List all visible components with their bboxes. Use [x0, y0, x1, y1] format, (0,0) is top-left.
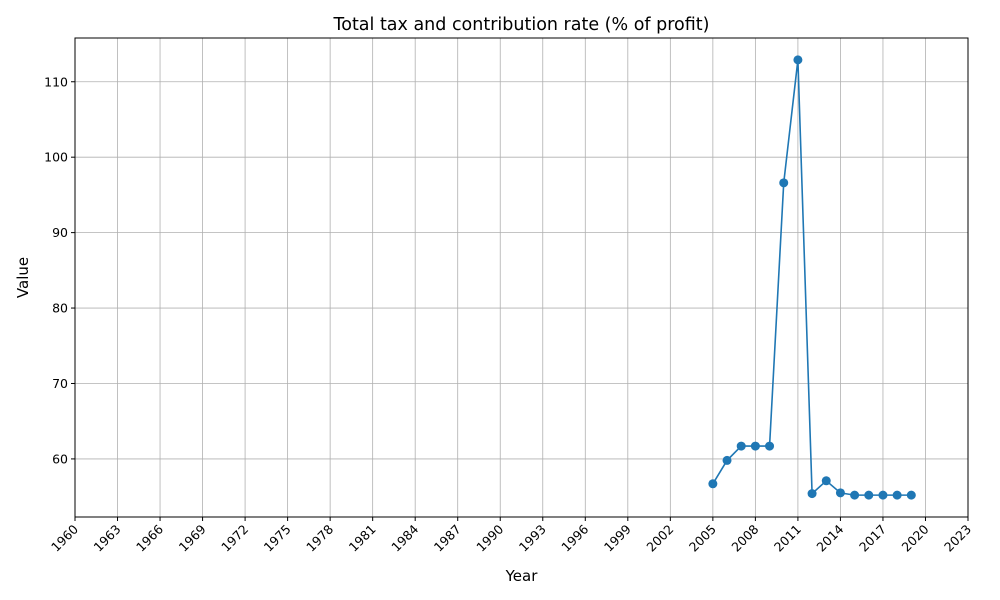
y-tick-label: 110: [44, 74, 68, 89]
data-point: [892, 490, 902, 500]
data-point: [779, 178, 789, 188]
x-tick-label: 2014: [813, 521, 846, 554]
y-tick-label: 80: [52, 301, 68, 316]
data-point: [807, 489, 817, 499]
x-tick-label: 1996: [558, 521, 591, 554]
x-tick-label: 1972: [218, 522, 251, 555]
x-tick-label: 1963: [91, 522, 124, 555]
data-point: [864, 490, 874, 500]
y-tick-label: 70: [52, 376, 68, 391]
y-tick-label: 90: [52, 225, 68, 240]
data-point: [736, 441, 746, 451]
data-point: [793, 55, 803, 65]
x-tick-label: 1984: [388, 521, 421, 554]
y-axis-label: Value: [14, 257, 32, 298]
data-point: [850, 490, 860, 500]
data-point: [765, 441, 775, 451]
tick-layer: 1960 1963 1966 1969 1972 1975 1978 1981 1984 1987…: [44, 74, 974, 554]
x-tick-label: 2008: [728, 521, 761, 554]
y-tick-label: 100: [44, 150, 68, 165]
x-tick-label: 2020: [898, 521, 931, 554]
data-point: [750, 441, 760, 451]
x-tick-label: 2002: [643, 522, 676, 555]
x-tick-label: 1993: [516, 522, 549, 555]
chart-title: Total tax and contribution rate (% of pr…: [333, 15, 710, 35]
data-point: [835, 488, 845, 498]
y-tick-label: 60: [52, 451, 68, 466]
x-tick-label: 1969: [176, 521, 209, 554]
x-tick-label: 1966: [133, 521, 166, 554]
series-layer: [708, 55, 916, 500]
x-tick-label: 1960: [48, 521, 81, 554]
data-point: [722, 455, 732, 465]
x-tick-label: 1987: [431, 522, 464, 555]
plot-frame: [74, 37, 969, 518]
x-axis-label: Year: [505, 567, 539, 585]
x-tick-label: 1975: [261, 522, 294, 555]
x-tick-label: 2011: [771, 522, 804, 555]
x-tick-label: 1978: [303, 521, 336, 554]
grid-lines: [74, 38, 969, 517]
x-tick-label: 2005: [686, 522, 719, 555]
series-line: [712, 59, 912, 496]
x-tick-label: 1990: [473, 521, 506, 554]
x-tick-label: 2017: [856, 522, 889, 555]
data-point: [821, 476, 831, 486]
data-point: [906, 490, 916, 500]
x-tick-label: 2023: [941, 522, 974, 555]
x-tick-label: 1981: [346, 522, 379, 555]
data-point: [878, 490, 888, 500]
data-point: [708, 479, 718, 489]
x-tick-label: 1999: [601, 521, 634, 554]
